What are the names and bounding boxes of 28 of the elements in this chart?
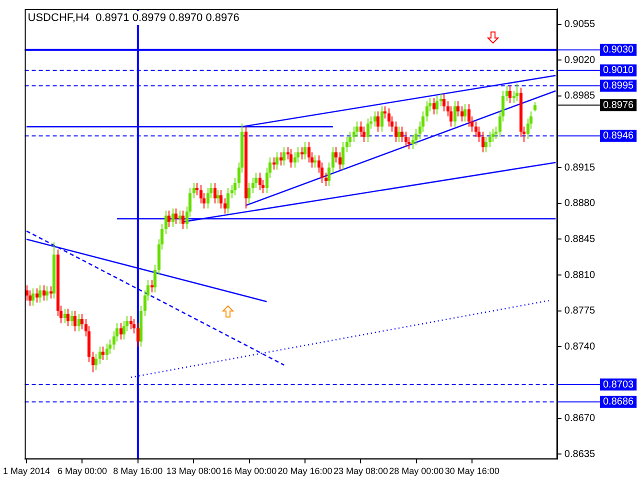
y-tick-label: 0.9020 [564, 54, 596, 66]
x-tick-label: 20 May 16:00 [278, 466, 332, 476]
ref-line-label: 0.9010 [603, 65, 634, 76]
y-tick-label: 0.8740 [564, 341, 596, 352]
chart-title: USDCHF,H4 0.8971 0.8979 0.8970 0.8976 [28, 12, 240, 24]
ref-line-label: 0.9030 [603, 44, 634, 56]
x-tick-label: 23 May 08:00 [333, 466, 388, 476]
ref-line-label: 0.8703 [603, 379, 634, 390]
y-tick-label: 0.8880 [564, 198, 596, 210]
y-tick-label: 0.8985 [564, 90, 596, 102]
ref-line-label: 0.8995 [603, 80, 634, 92]
y-tick-label: 0.9055 [564, 19, 596, 30]
x-tick-label: 1 May 2014 [3, 466, 50, 476]
x-tick-label: 28 May 00:00 [389, 466, 444, 476]
y-tick-label: 0.8775 [564, 306, 596, 317]
x-tick-label: 6 May 00:00 [57, 466, 107, 476]
text: 0.8976 [603, 100, 634, 111]
y-tick-label: 0.8845 [564, 234, 596, 245]
y-tick-label: 0.8915 [564, 162, 596, 174]
ref-line-label: 0.8946 [603, 130, 634, 142]
ref-line-label: 0.8686 [603, 396, 634, 408]
x-tick-label: 13 May 08:00 [166, 466, 221, 476]
x-tick-label: 16 May 00:00 [222, 466, 277, 476]
y-tick-label: 0.8810 [564, 270, 596, 281]
x-tick-label: 8 May 16:00 [113, 466, 163, 476]
y-tick-label: 0.8635 [564, 448, 596, 460]
y-tick-label: 0.8670 [564, 413, 596, 424]
x-tick-label: 30 May 16:00 [444, 466, 500, 476]
